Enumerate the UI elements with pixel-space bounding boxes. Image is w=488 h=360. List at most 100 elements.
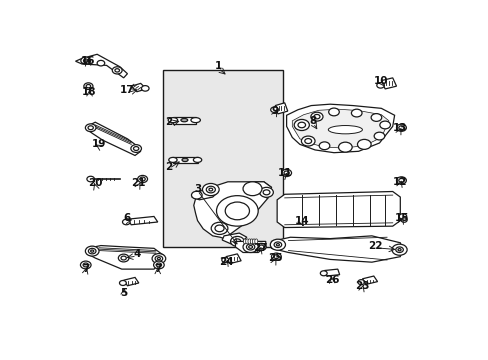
Circle shape xyxy=(276,244,279,246)
Polygon shape xyxy=(275,103,287,114)
Text: 2: 2 xyxy=(165,162,172,172)
Ellipse shape xyxy=(168,157,177,162)
Circle shape xyxy=(119,280,126,285)
Circle shape xyxy=(284,171,289,175)
Circle shape xyxy=(88,126,93,130)
Text: 3: 3 xyxy=(194,184,201,194)
Polygon shape xyxy=(131,84,146,92)
Text: 6: 6 xyxy=(123,213,131,223)
Circle shape xyxy=(294,120,309,131)
Circle shape xyxy=(395,247,403,252)
Circle shape xyxy=(397,249,400,251)
Circle shape xyxy=(376,82,384,88)
Circle shape xyxy=(202,184,219,195)
Text: 26: 26 xyxy=(324,275,339,285)
Circle shape xyxy=(243,242,258,252)
Circle shape xyxy=(215,225,224,232)
Ellipse shape xyxy=(168,118,177,123)
Ellipse shape xyxy=(193,157,202,162)
Ellipse shape xyxy=(181,118,187,122)
Circle shape xyxy=(398,179,403,183)
Circle shape xyxy=(155,256,163,261)
Text: 24: 24 xyxy=(218,257,233,267)
Circle shape xyxy=(211,222,227,234)
Polygon shape xyxy=(193,182,271,239)
Polygon shape xyxy=(277,192,400,228)
Polygon shape xyxy=(250,182,271,198)
Text: 13: 13 xyxy=(392,123,407,133)
Circle shape xyxy=(157,257,160,260)
Circle shape xyxy=(259,187,273,197)
Text: 12: 12 xyxy=(392,177,407,187)
Text: 21: 21 xyxy=(131,178,146,188)
Circle shape xyxy=(81,261,91,269)
Circle shape xyxy=(87,176,94,182)
Circle shape xyxy=(85,246,99,256)
Circle shape xyxy=(357,139,370,149)
Circle shape xyxy=(357,280,364,285)
Ellipse shape xyxy=(247,239,250,244)
Text: 7: 7 xyxy=(82,264,89,274)
Polygon shape xyxy=(75,54,127,78)
Circle shape xyxy=(88,248,96,254)
Circle shape xyxy=(304,139,311,144)
Ellipse shape xyxy=(252,239,255,244)
Ellipse shape xyxy=(245,239,248,244)
Circle shape xyxy=(400,218,407,222)
Circle shape xyxy=(246,244,254,250)
Polygon shape xyxy=(362,276,377,284)
Circle shape xyxy=(122,219,130,225)
Polygon shape xyxy=(225,254,241,264)
Polygon shape xyxy=(127,216,158,225)
Circle shape xyxy=(216,195,258,226)
Circle shape xyxy=(225,202,249,220)
Circle shape xyxy=(379,121,389,129)
Polygon shape xyxy=(87,122,141,156)
Circle shape xyxy=(133,147,139,150)
Circle shape xyxy=(271,253,281,260)
Circle shape xyxy=(206,186,215,193)
Circle shape xyxy=(208,188,212,191)
Ellipse shape xyxy=(243,239,246,244)
Circle shape xyxy=(230,237,244,246)
Circle shape xyxy=(301,136,314,146)
Circle shape xyxy=(274,242,281,247)
Circle shape xyxy=(258,245,264,249)
Polygon shape xyxy=(222,233,246,244)
Circle shape xyxy=(112,67,122,74)
Text: 22: 22 xyxy=(367,240,382,251)
Polygon shape xyxy=(286,104,394,153)
Circle shape xyxy=(118,254,129,262)
Circle shape xyxy=(243,182,262,195)
Text: 5: 5 xyxy=(120,288,127,298)
Circle shape xyxy=(115,69,119,72)
Circle shape xyxy=(270,239,285,250)
Text: 19: 19 xyxy=(92,139,106,149)
Circle shape xyxy=(191,191,202,199)
Text: 25: 25 xyxy=(267,253,282,263)
Text: 18: 18 xyxy=(82,87,97,97)
Circle shape xyxy=(391,244,407,255)
Text: 1: 1 xyxy=(214,61,222,71)
Circle shape xyxy=(248,246,252,248)
Text: 11: 11 xyxy=(277,168,291,179)
Text: 10: 10 xyxy=(373,76,388,86)
Circle shape xyxy=(270,107,278,112)
Ellipse shape xyxy=(250,239,253,244)
Text: 20: 20 xyxy=(88,178,102,188)
Bar xyxy=(163,69,282,247)
Circle shape xyxy=(97,60,104,66)
Circle shape xyxy=(233,239,240,244)
Circle shape xyxy=(320,271,326,276)
Ellipse shape xyxy=(254,239,257,244)
Circle shape xyxy=(152,253,165,264)
Text: 14: 14 xyxy=(294,216,308,226)
Circle shape xyxy=(138,175,147,183)
Circle shape xyxy=(319,142,329,150)
Text: 27: 27 xyxy=(252,243,267,253)
Polygon shape xyxy=(191,187,218,200)
Text: 23: 23 xyxy=(354,281,369,291)
Circle shape xyxy=(351,109,361,117)
Circle shape xyxy=(141,86,149,91)
Circle shape xyxy=(85,124,96,132)
